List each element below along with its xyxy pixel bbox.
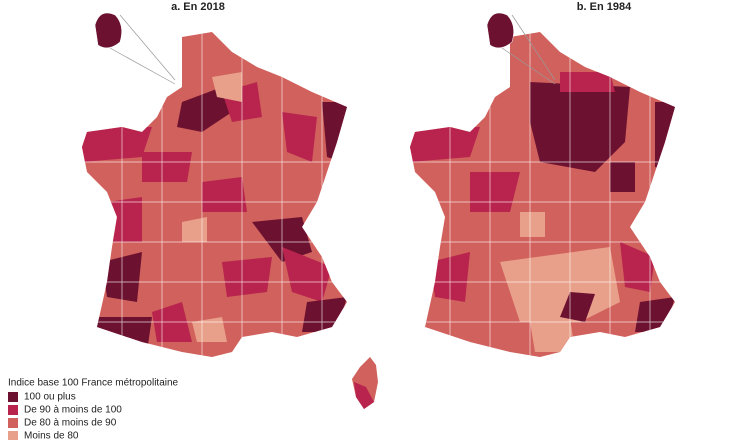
legend-swatch xyxy=(8,431,18,440)
paris-inset-2018 xyxy=(94,12,176,85)
legend-swatch xyxy=(8,418,18,428)
legend-label: 100 ou plus xyxy=(24,392,76,403)
panel-title: b. En 1984 xyxy=(577,1,632,13)
legend-swatch xyxy=(8,405,18,415)
legend-swatch xyxy=(8,392,18,402)
legend-label: De 80 à moins de 90 xyxy=(24,418,117,429)
map-1984 xyxy=(410,32,675,357)
panel-title: a. En 2018 xyxy=(171,1,225,13)
legend-label: De 90 à moins de 100 xyxy=(24,405,122,416)
legend-label: Moins de 80 xyxy=(24,431,79,440)
legend-title: Indice base 100 France métropolitaine xyxy=(8,378,179,389)
paris-inset-1984 xyxy=(486,12,556,85)
map-2018 xyxy=(82,32,378,409)
corsica xyxy=(352,357,378,409)
legend: Indice base 100 France métropolitaine 10… xyxy=(8,378,179,440)
